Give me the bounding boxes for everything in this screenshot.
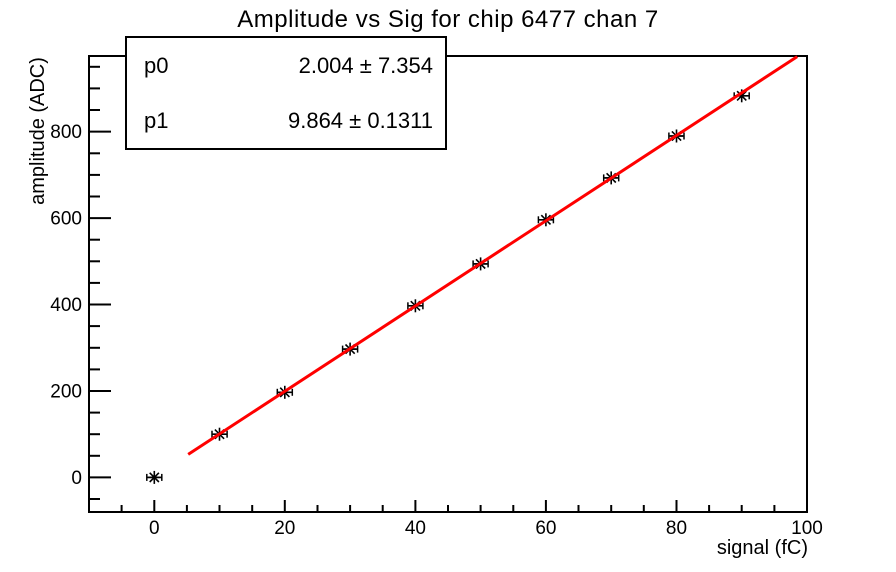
plot-frame: [88, 55, 808, 513]
y-axis-title: amplitude (ADC): [27, 57, 49, 205]
star-marker-arm: [149, 472, 160, 483]
x-tick-label: 40: [405, 518, 426, 539]
x-tick-label: 80: [666, 518, 687, 539]
stat-row-p0: p0 2.004 ± 7.354: [127, 52, 445, 78]
y-tick-label: 0: [71, 468, 82, 489]
x-tick-label: 100: [791, 518, 823, 539]
star-marker-arm: [736, 90, 747, 101]
y-tick-label: 800: [50, 122, 82, 143]
y-tick-label: 600: [50, 209, 82, 230]
y-tick-label: 400: [50, 295, 82, 316]
x-axis-title: signal (fC): [717, 537, 808, 559]
x-tick-label: 60: [535, 518, 556, 539]
stats-box[interactable]: p0 2.004 ± 7.354 p1 9.864 ± 0.1311: [125, 36, 447, 150]
x-tick-label: 20: [274, 518, 295, 539]
stat-param-value: 9.864 ± 0.1311: [287, 107, 433, 133]
x-tick-label: 0: [149, 518, 160, 539]
stat-param-name: p1: [144, 107, 169, 133]
stat-param-name: p0: [144, 52, 169, 78]
data-point: [146, 470, 163, 484]
stat-row-p1: p1 9.864 ± 0.1311: [127, 107, 445, 133]
stat-param-value: 2.004 ± 7.354: [298, 52, 433, 78]
fit-line: [187, 55, 799, 456]
plot-title: Amplitude vs Sig for chip 6477 chan 7: [237, 6, 659, 33]
y-tick-label: 200: [50, 382, 82, 403]
